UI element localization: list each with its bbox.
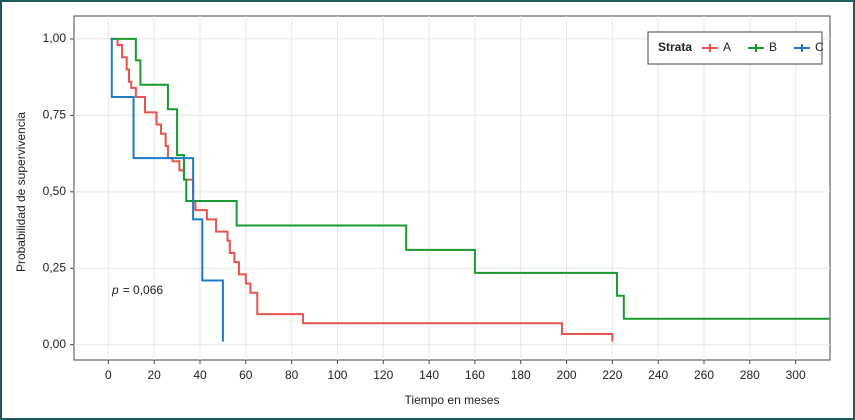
survival-curve xyxy=(110,37,224,342)
x-tick-label: 40 xyxy=(193,368,207,382)
legend-label: C xyxy=(815,40,824,54)
x-tick-label: 0 xyxy=(105,368,112,382)
plot-area xyxy=(73,15,831,361)
x-tick-label: 200 xyxy=(557,368,577,382)
x-tick-label: 60 xyxy=(239,368,253,382)
x-tick-label: 240 xyxy=(648,368,668,382)
x-tick-label: 20 xyxy=(148,368,162,382)
annotation: p = 0,066 xyxy=(111,283,163,297)
x-axis-label: Tiempo en meses xyxy=(405,393,500,407)
x-tick-label: 280 xyxy=(740,368,760,382)
legend-label: B xyxy=(769,40,777,54)
x-tick-label: 300 xyxy=(786,368,806,382)
legend-label: A xyxy=(723,40,731,54)
y-tick-label: 0,00 xyxy=(43,337,67,351)
legend-box xyxy=(647,31,823,65)
y-tick-label: 0,75 xyxy=(43,108,67,122)
x-tick-label: 100 xyxy=(327,368,347,382)
x-tick-label: 260 xyxy=(694,368,714,382)
x-tick-label: 80 xyxy=(285,368,299,382)
x-tick-label: 140 xyxy=(419,368,439,382)
annotation-text: = 0,066 xyxy=(123,283,164,297)
y-tick-label: 1,00 xyxy=(43,31,67,45)
x-tick-label: 180 xyxy=(511,368,531,382)
y-axis-label: Probabilidad de supervivencia xyxy=(14,112,28,272)
x-tick-label: 120 xyxy=(373,368,393,382)
y-tick-label: 0,50 xyxy=(43,184,67,198)
x-tick-label: 160 xyxy=(465,368,485,382)
x-tick-label: 220 xyxy=(602,368,622,382)
legend-title: Strata xyxy=(658,40,692,54)
y-tick-label: 0,25 xyxy=(43,260,67,274)
survival-curve xyxy=(110,37,830,320)
annotation-symbol: p xyxy=(111,283,119,297)
